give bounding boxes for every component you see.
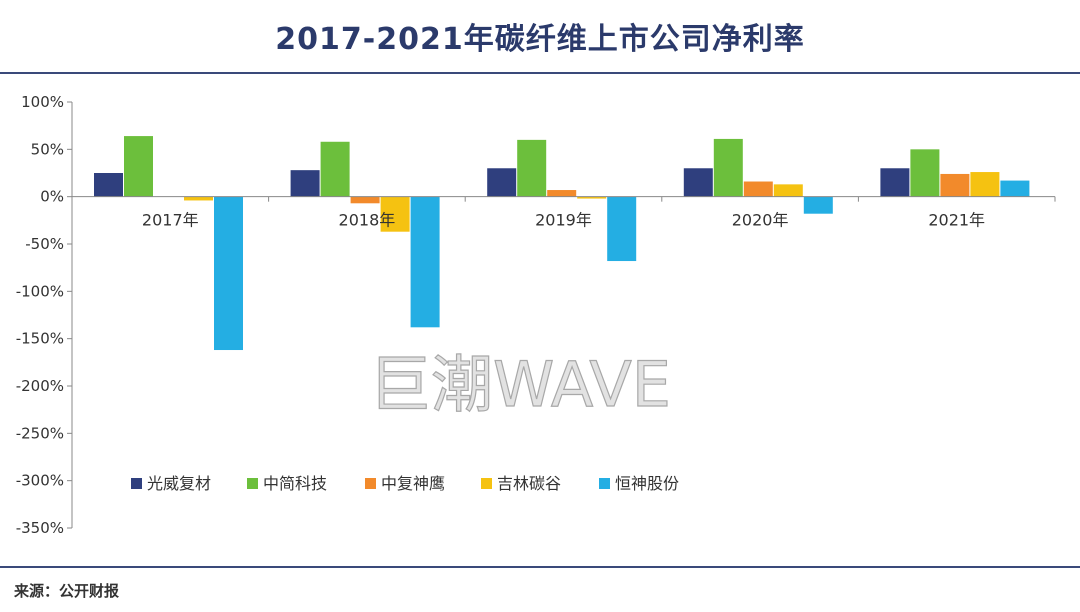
y-tick-label: 100%: [21, 93, 64, 111]
y-tick-label: 50%: [31, 140, 64, 158]
bar-4-4: [773, 184, 803, 197]
bar-5-2: [410, 196, 440, 328]
legend-swatch: [481, 478, 492, 489]
bar-5-4: [803, 196, 833, 214]
legend-swatch: [131, 478, 142, 489]
footer-divider: [0, 566, 1080, 568]
bar-2-3: [517, 139, 547, 197]
bar-2-4: [713, 138, 743, 197]
bar-4-5: [970, 172, 1000, 197]
bar-2-1: [124, 136, 153, 197]
legend-swatch: [247, 478, 258, 489]
y-tick-label: -100%: [16, 282, 64, 300]
bar-1-1: [94, 173, 123, 197]
bar-1-3: [487, 168, 517, 197]
chart-title: 2017-2021年碳纤维上市公司净利率: [275, 22, 805, 57]
bar-5-1: [214, 196, 243, 351]
legend-label: 恒神股份: [615, 474, 679, 493]
x-axis: [71, 196, 1056, 202]
bar-3-4: [743, 181, 773, 197]
legend-label: 中简科技: [263, 474, 327, 493]
y-tick-label: -200%: [16, 377, 64, 395]
category-label: 2021年: [928, 211, 985, 230]
bar-5-3: [607, 196, 637, 262]
category-label: 2020年: [732, 211, 789, 230]
category-label: 2017年: [142, 211, 199, 230]
bar-4-3: [577, 196, 607, 199]
source-note: 来源：公开财报: [14, 582, 120, 600]
y-tick-label: -150%: [16, 330, 64, 348]
legend-swatch: [365, 478, 376, 489]
bar-2-5: [910, 149, 940, 197]
bar-1-4: [683, 168, 713, 197]
bar-2-2: [320, 141, 350, 197]
bar-3-2: [350, 196, 380, 204]
category-labels: 2017年 2018年 2019年 2020年 2021年: [142, 211, 985, 230]
y-tick-label: -350%: [16, 519, 64, 537]
legend-label: 中复神鹰: [381, 474, 445, 493]
bars-group: [94, 136, 1030, 351]
legend: 光威复材 中简科技 中复神鹰 吉林碳谷 恒神股份: [131, 474, 679, 493]
y-tick-label: -300%: [16, 472, 64, 490]
category-label: 2019年: [535, 211, 592, 230]
bar-1-5: [880, 168, 910, 197]
bar-4-1: [184, 196, 213, 201]
y-tick-label: 0%: [40, 188, 64, 206]
legend-label: 光威复材: [147, 474, 211, 493]
y-tick-label: -50%: [25, 235, 64, 253]
bar-3-3: [547, 190, 577, 197]
bar-1-2: [290, 170, 320, 197]
category-label: 2018年: [339, 211, 396, 230]
bar-3-5: [940, 173, 970, 197]
y-tick-label: -250%: [16, 424, 64, 442]
watermark-text: 巨潮WAVE: [369, 348, 671, 421]
y-axis: 100% 50% 0% -50% -100% -150% -200% -250% -300% -3…: [16, 93, 73, 537]
title-divider: [0, 72, 1080, 74]
legend-swatch: [599, 478, 610, 489]
bar-4-2: [380, 196, 410, 232]
legend-label: 吉林碳谷: [497, 474, 561, 493]
bar-5-5: [1000, 180, 1030, 197]
